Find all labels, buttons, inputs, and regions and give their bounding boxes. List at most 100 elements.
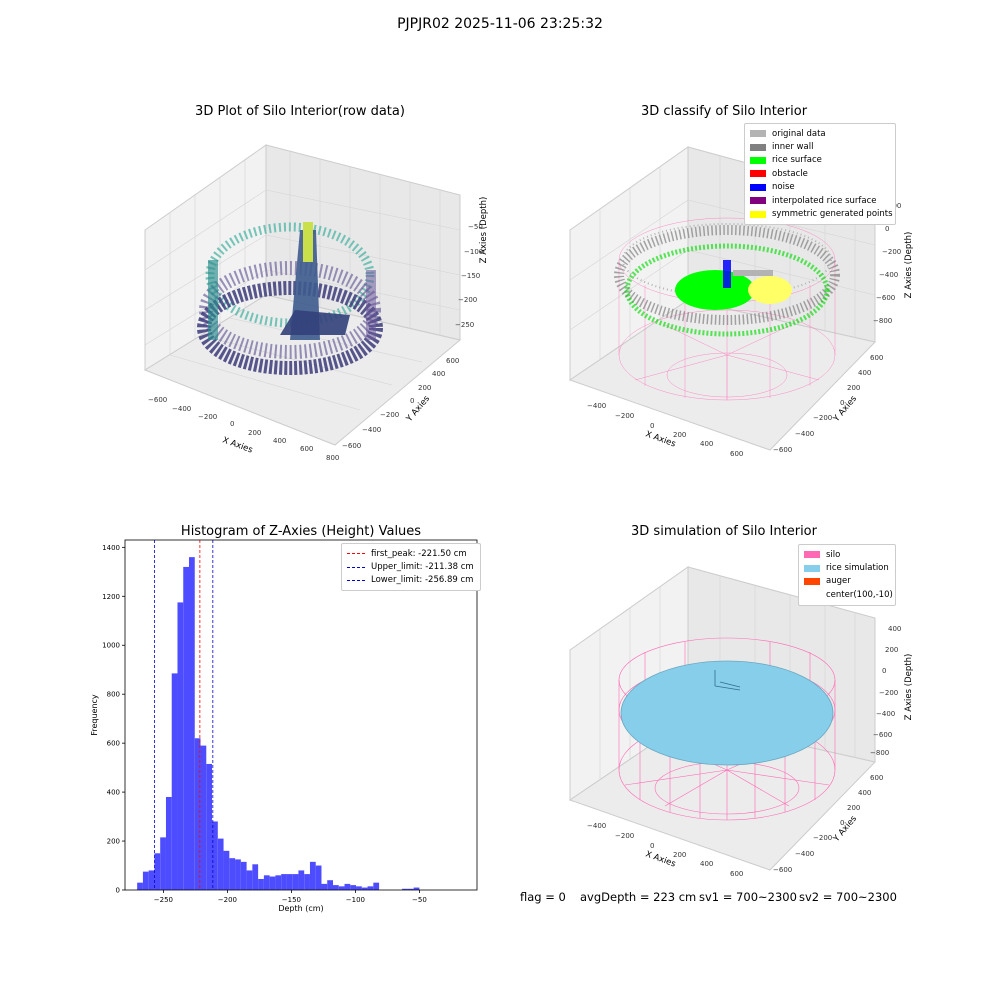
rice-simulation-surface	[620, 660, 834, 766]
histogram-bar	[252, 864, 259, 890]
y-tick-label: 1400	[102, 544, 120, 552]
plot1-x-label: X Axies	[221, 435, 254, 455]
histogram-bar	[315, 865, 322, 890]
legend-swatch	[750, 183, 766, 191]
svg-text:−400: −400	[587, 822, 606, 830]
svg-text:−200: −200	[615, 832, 634, 840]
y-tick-label: 400	[107, 789, 120, 797]
svg-text:0: 0	[840, 399, 844, 407]
legend-swatch	[804, 551, 820, 559]
legend-line	[347, 566, 365, 568]
y-tick-label: 1000	[102, 642, 120, 650]
svg-text:0: 0	[230, 420, 234, 428]
histogram-bar	[154, 853, 161, 890]
plot1-title: 3D Plot of Silo Interior(row data)	[195, 104, 405, 119]
histogram-bar	[200, 745, 207, 890]
svg-text:400: 400	[700, 440, 713, 448]
svg-text:−250: −250	[455, 321, 474, 329]
svg-text:−600: −600	[773, 866, 792, 874]
status-sv2: sv2 = 700~2300	[799, 890, 897, 904]
x-tick-label: −100	[346, 896, 365, 904]
svg-text:600: 600	[730, 870, 743, 878]
histogram-bar	[361, 887, 368, 890]
status-avg-depth: avgDepth = 223 cm	[580, 890, 697, 904]
legend-label: noise	[772, 182, 795, 193]
plot3-title: Histogram of Z-Axies (Height) Values	[180, 524, 422, 539]
legend-item: noise	[750, 181, 890, 194]
plot2-point-cloud	[614, 223, 840, 337]
svg-text:200: 200	[248, 429, 261, 437]
svg-text:200: 200	[847, 384, 860, 392]
figure-suptitle: PJPJR02 2025-11-06 23:25:32	[397, 16, 603, 32]
legend-line	[347, 553, 365, 555]
histogram-bar	[137, 882, 143, 890]
plot1-x-ticks: −600 −400 −200 0 200 400 600 800	[148, 396, 339, 460]
svg-text:−400: −400	[795, 850, 814, 858]
auger	[714, 670, 741, 691]
histogram-bar	[367, 886, 374, 890]
svg-text:−400: −400	[362, 426, 381, 434]
legend-item: original data	[750, 127, 890, 140]
svg-text:200: 200	[673, 431, 686, 439]
histogram-chart: −250 −200 −150 −100 −50 0 200 400 600 800 1000 120…	[90, 539, 478, 913]
histogram-bar	[160, 837, 166, 890]
y-tick-label: 800	[107, 691, 120, 699]
svg-text:400: 400	[858, 789, 871, 797]
histogram-bar	[275, 875, 282, 890]
y-tick-label: 0	[116, 887, 120, 895]
legend-item: Lower_limit: -256.89 cm	[347, 574, 475, 587]
plot4-z-label: Z Axies (Depth)	[904, 654, 914, 721]
legend-label: Lower_limit: -256.89 cm	[371, 575, 474, 586]
plot2-z-ticks: 0 −200 −400 −600 −800	[873, 225, 901, 325]
svg-text:−400: −400	[795, 430, 814, 438]
plot2-z-label: Z Axies (Depth)	[904, 232, 914, 299]
histogram-bar	[269, 876, 276, 890]
svg-text:0: 0	[882, 667, 886, 675]
legend-label: auger	[826, 576, 851, 587]
legend-label: obstacle	[772, 168, 808, 179]
plot1-y-label: Y Axies	[404, 394, 432, 425]
plot4-y-ticks: −600−400 −200 0 200 400 600	[773, 774, 883, 874]
legend-item: symmetric generated points	[750, 207, 893, 220]
legend-swatch	[804, 591, 820, 598]
svg-text:−600: −600	[873, 731, 892, 739]
histogram-x-ticks: −250 −200 −150 −100 −50	[154, 890, 427, 904]
plot2-y-label: Y Axies	[831, 394, 859, 425]
svg-text:−400: −400	[876, 710, 895, 718]
svg-text:−600: −600	[148, 396, 167, 404]
histogram-bar	[206, 763, 213, 890]
svg-text:600: 600	[300, 445, 313, 453]
x-tick-label: −50	[412, 896, 427, 904]
legend-item: first_peak: -221.50 cm	[347, 547, 475, 560]
plot2-legend: original data inner wall rice surface ob…	[744, 123, 896, 225]
svg-text:−800: −800	[870, 749, 889, 757]
svg-text:0: 0	[885, 225, 889, 233]
svg-text:600: 600	[870, 354, 883, 362]
svg-text:0: 0	[840, 819, 844, 827]
svg-text:−600: −600	[876, 294, 895, 302]
status-flag: flag = 0	[520, 890, 566, 904]
svg-text:−200: −200	[882, 248, 901, 256]
legend-swatch	[750, 210, 766, 218]
svg-text:0: 0	[650, 422, 654, 430]
legend-label: silo	[826, 549, 841, 560]
histogram-bar	[373, 882, 380, 890]
legend-item: Upper_limit: -211.38 cm	[347, 560, 475, 573]
histogram-bar	[286, 874, 293, 890]
histogram-vlines	[154, 540, 214, 890]
svg-text:−800: −800	[873, 317, 892, 325]
legend-item: silo	[804, 548, 890, 561]
svg-text:400: 400	[273, 437, 286, 445]
plot4-legend: silo rice simulation auger center(100,-1…	[798, 544, 896, 606]
histogram-bar	[304, 874, 310, 890]
svg-text:200: 200	[847, 804, 860, 812]
svg-text:−200: −200	[380, 411, 399, 419]
svg-text:400: 400	[432, 370, 445, 378]
legend-label: symmetric generated points	[772, 209, 893, 220]
histogram-bars	[137, 557, 420, 890]
histogram-bar	[177, 602, 184, 890]
histogram-bar	[148, 870, 155, 890]
histogram-frame	[124, 539, 478, 891]
